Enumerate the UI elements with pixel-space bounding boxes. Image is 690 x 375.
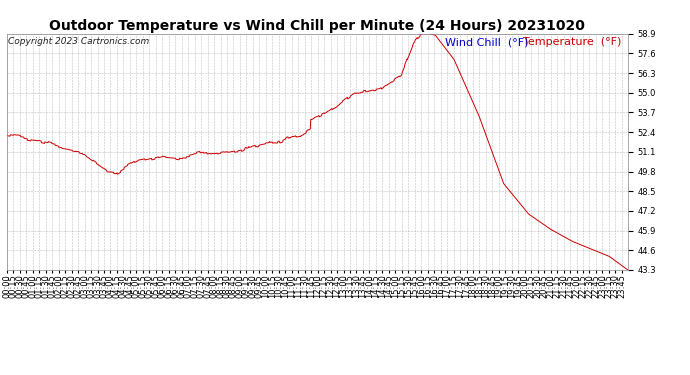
Text: Temperature  (°F): Temperature (°F) [523,37,622,47]
Title: Outdoor Temperature vs Wind Chill per Minute (24 Hours) 20231020: Outdoor Temperature vs Wind Chill per Mi… [50,19,585,33]
Text: Wind Chill  (°F): Wind Chill (°F) [444,37,529,47]
Text: Copyright 2023 Cartronics.com: Copyright 2023 Cartronics.com [8,37,149,46]
